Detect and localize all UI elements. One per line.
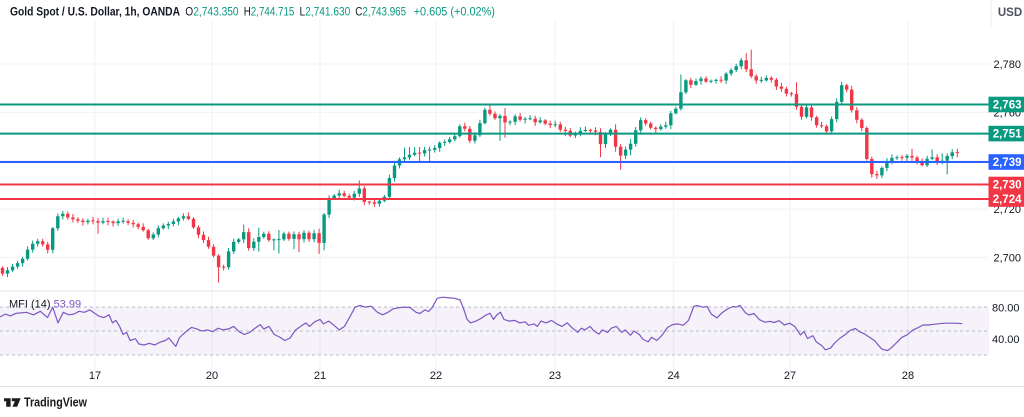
svg-text:Gold Spot / U.S. Dollar, 1h, O: Gold Spot / U.S. Dollar, 1h, OANDA <box>10 5 180 19</box>
svg-text:23: 23 <box>549 370 561 382</box>
svg-text:H2,744.715: H2,744.715 <box>244 7 295 19</box>
svg-text:24: 24 <box>667 370 679 382</box>
svg-text:L2,741.630: L2,741.630 <box>300 7 351 19</box>
svg-text:2,724: 2,724 <box>993 194 1022 206</box>
svg-text:C2,743.965: C2,743.965 <box>355 7 406 19</box>
svg-text:MFI (14) 53.99: MFI (14) 53.99 <box>9 299 81 311</box>
svg-text:2,720: 2,720 <box>993 204 1021 216</box>
svg-text:80.00: 80.00 <box>992 302 1020 314</box>
svg-text:27: 27 <box>784 370 796 382</box>
svg-text:2,739: 2,739 <box>993 157 1022 169</box>
svg-text:2,780: 2,780 <box>993 59 1021 71</box>
svg-text:28: 28 <box>902 370 914 382</box>
svg-text:2,730: 2,730 <box>993 180 1022 192</box>
svg-text:2,700: 2,700 <box>993 253 1021 265</box>
svg-text:USD: USD <box>998 7 1022 19</box>
svg-text:20: 20 <box>206 370 218 382</box>
svg-text:40.00: 40.00 <box>992 334 1020 346</box>
svg-text:2,751: 2,751 <box>993 129 1022 141</box>
svg-text:TradingView: TradingView <box>24 396 87 410</box>
svg-text:O2,743.350: O2,743.350 <box>185 7 238 19</box>
svg-text:+0.605 (+0.02%): +0.605 (+0.02%) <box>414 7 495 19</box>
svg-text:22: 22 <box>430 370 442 382</box>
svg-text:2,763: 2,763 <box>993 100 1022 112</box>
svg-text:21: 21 <box>314 370 326 382</box>
svg-text:17: 17 <box>89 370 101 382</box>
